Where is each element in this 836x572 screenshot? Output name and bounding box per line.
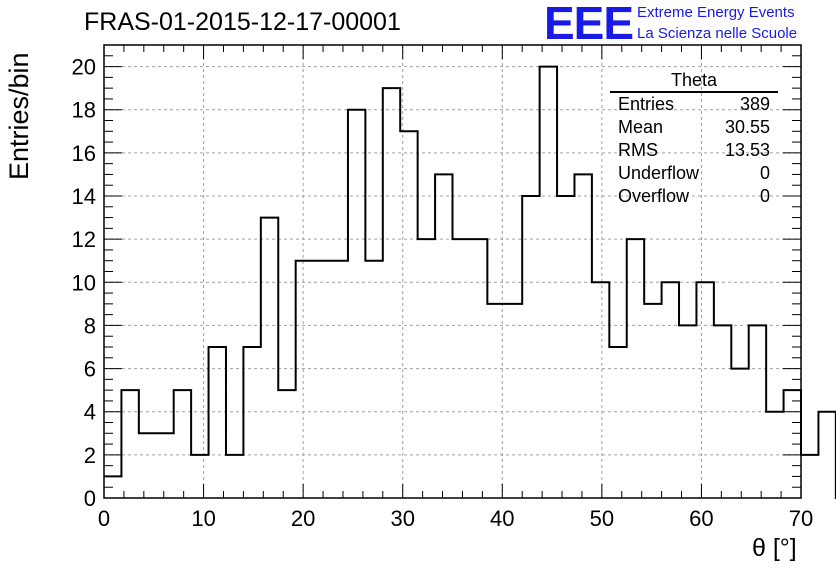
y-tick-label: 4 (84, 400, 96, 425)
histogram-bin (749, 325, 766, 498)
stats-label: Mean (618, 117, 664, 137)
histogram-bin (156, 433, 173, 498)
y-tick-label: 10 (72, 270, 96, 295)
stats-value: 389 (739, 94, 770, 114)
x-axis-label: θ [°] (752, 534, 797, 562)
histogram-bin (121, 390, 138, 498)
histogram-bin (174, 390, 191, 498)
histogram-bin (644, 304, 661, 498)
histogram-bin (731, 369, 748, 498)
stats-row-entries: Entries 389 (610, 93, 778, 116)
chart-title: FRAS-01-2015-12-17-00001 (84, 8, 401, 36)
histogram-bin (383, 88, 400, 498)
stats-label: Entries (618, 94, 675, 114)
histogram-bin (557, 196, 574, 498)
histogram-bin (505, 304, 522, 498)
histogram-bin (278, 390, 295, 498)
y-tick-label: 8 (84, 313, 96, 338)
stats-value: 0 (759, 163, 770, 183)
stats-row-overflow: Overflow 0 (610, 185, 778, 208)
stats-row-mean: Mean 30.55 (610, 116, 778, 139)
y-tick-label: 6 (84, 357, 96, 382)
stats-label: RMS (618, 140, 658, 160)
histogram-bin (243, 347, 260, 498)
histogram-bin (191, 455, 208, 498)
stats-label: Overflow (618, 186, 690, 206)
x-tick-label: 50 (590, 506, 614, 531)
histogram-bin (261, 218, 278, 498)
eee-logo: EEE (544, 0, 634, 49)
x-tick-label: 10 (191, 506, 215, 531)
y-tick-label: 20 (72, 55, 96, 80)
histogram-bin (696, 282, 713, 498)
histogram-bin (209, 347, 226, 498)
histogram-bin (766, 412, 783, 498)
histogram-bin (331, 261, 348, 498)
stats-value: 13.53 (724, 140, 770, 160)
histogram-bin (348, 110, 365, 498)
x-tick-label: 30 (390, 506, 414, 531)
brand-line-1: Extreme Energy Events (637, 4, 795, 21)
histogram-bin (418, 239, 435, 498)
stats-row-underflow: Underflow 0 (610, 162, 778, 185)
y-tick-label: 16 (72, 141, 96, 166)
histogram-bin (662, 282, 679, 498)
histogram-bin (139, 433, 156, 498)
x-tick-label: 70 (789, 506, 813, 531)
stats-box: Theta Entries 389 Mean 30.55 RMS 13.53 U… (610, 70, 778, 208)
histogram-bin (453, 239, 470, 498)
plot-frame (103, 44, 802, 499)
x-tick-label: 40 (490, 506, 514, 531)
x-tick-label: 20 (291, 506, 315, 531)
histogram-bin (435, 174, 452, 498)
y-tick-label: 12 (72, 227, 96, 252)
stats-value: 30.55 (724, 117, 770, 137)
stats-title: Theta (610, 70, 778, 93)
y-axis-label: Entries/bin (4, 52, 34, 180)
histogram-bin (627, 239, 644, 498)
brand-line-2: La Scienza nelle Scuole (637, 25, 798, 42)
y-tick-label: 2 (84, 443, 96, 468)
histogram-bin (574, 174, 591, 498)
histogram-bin (818, 412, 835, 498)
y-tick-label: 14 (72, 184, 96, 209)
x-tick-label: 60 (689, 506, 713, 531)
stats-label: Underflow (618, 163, 700, 183)
stats-row-rms: RMS 13.53 (610, 139, 778, 162)
histogram-bin (609, 347, 626, 498)
y-tick-label: 18 (72, 98, 96, 123)
histogram-bin (522, 196, 539, 498)
y-tick-label: 0 (84, 486, 96, 511)
histogram-bin (313, 261, 330, 498)
x-tick-label: 0 (98, 506, 110, 531)
histogram-bin (801, 455, 818, 498)
histogram-bin (592, 282, 609, 498)
stats-value: 0 (759, 186, 770, 206)
histogram-bin (226, 455, 243, 498)
histogram-bin (365, 261, 382, 498)
histogram-bin (296, 261, 313, 498)
